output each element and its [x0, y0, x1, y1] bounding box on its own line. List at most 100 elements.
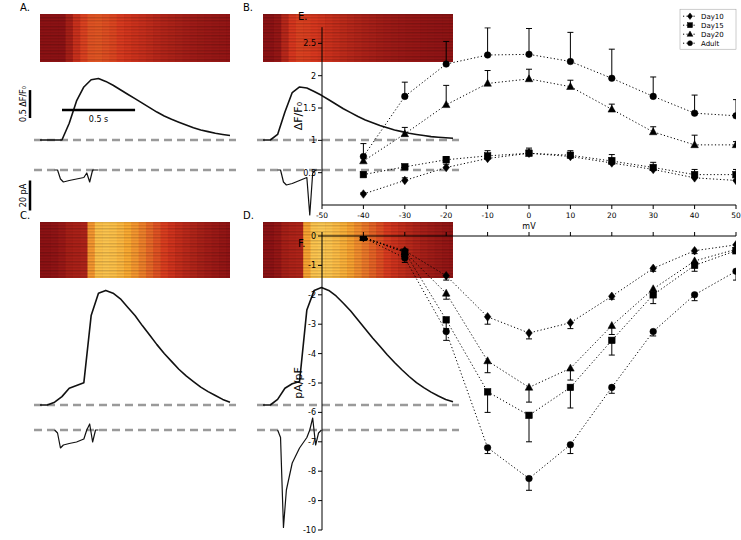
- x-tick-label: 10: [566, 211, 576, 220]
- error-bar: [567, 32, 573, 61]
- marker: [609, 384, 616, 391]
- legend-marker: [688, 41, 693, 46]
- baseline: [34, 404, 236, 407]
- marker: [567, 441, 574, 448]
- current-trace: [55, 424, 99, 448]
- series-line: [363, 153, 736, 174]
- y-tick-label: 2: [311, 72, 316, 81]
- marker: [691, 110, 698, 117]
- error-bar: [485, 28, 491, 55]
- image-texture: [40, 267, 230, 269]
- marker: [484, 153, 491, 160]
- image-texture: [263, 261, 453, 263]
- marker: [649, 285, 657, 292]
- marker: [526, 150, 533, 157]
- image-texture: [40, 234, 230, 236]
- marker: [691, 141, 699, 148]
- y-tick-label: 0: [311, 232, 316, 241]
- marker: [567, 152, 574, 159]
- image-texture: [40, 56, 230, 58]
- marker: [567, 58, 574, 65]
- y-tick: [318, 236, 322, 237]
- image-texture: [40, 44, 230, 46]
- panel-label: F.: [298, 238, 305, 249]
- x-tick: [653, 232, 654, 236]
- marker: [443, 61, 450, 68]
- marker: [402, 246, 409, 255]
- y-tick-label: -5: [308, 379, 316, 388]
- legend: Day10Day15Day20Adult: [680, 9, 736, 49]
- image-texture: [263, 14, 453, 16]
- series-line: [363, 54, 736, 156]
- marker: [484, 52, 491, 59]
- image-texture: [263, 222, 453, 224]
- image-texture: [40, 29, 230, 31]
- series-line: [363, 237, 736, 415]
- image-texture: [40, 20, 230, 22]
- baseline: [257, 139, 459, 142]
- trace-group: [40, 290, 230, 405]
- current-group: [278, 418, 322, 528]
- image-texture: [263, 252, 453, 254]
- marker: [442, 289, 450, 296]
- marker: [360, 236, 368, 240]
- image-texture: [40, 50, 230, 52]
- x-tick-label: -50: [316, 211, 328, 220]
- y-tick: [318, 140, 322, 141]
- legend-marker: [688, 13, 693, 20]
- x-tick: [694, 232, 695, 236]
- image-texture: [40, 276, 230, 278]
- x-tick-label: -20: [440, 211, 452, 220]
- x-tick: [487, 232, 488, 236]
- y-tick-label: -4: [308, 350, 316, 359]
- image-texture: [40, 35, 230, 37]
- x-tick-label: -40: [357, 211, 369, 220]
- x-tick: [653, 205, 654, 209]
- y-tick-label: -2: [308, 291, 316, 300]
- current-baseline: [34, 169, 236, 172]
- image-texture: [40, 261, 230, 263]
- marker: [733, 112, 736, 119]
- marker: [402, 176, 409, 185]
- image-texture: [263, 35, 453, 37]
- x-tick: [570, 232, 571, 236]
- image-texture: [263, 276, 453, 278]
- marker: [443, 156, 450, 163]
- line-scan-image: [40, 14, 230, 62]
- marker: [360, 171, 367, 178]
- scale-bar-label: 0.5 ΔF/F₀: [19, 86, 28, 122]
- y-tick: [318, 43, 322, 44]
- series-line: [363, 237, 736, 478]
- image-texture: [263, 29, 453, 31]
- legend-box: [680, 9, 736, 49]
- y-tick-label: 1.5: [303, 104, 316, 113]
- image-texture: [263, 264, 453, 266]
- y-axis-label: pA/pF: [292, 367, 305, 399]
- marker: [608, 322, 616, 329]
- image-background: [40, 14, 230, 62]
- scale-bar-label: 0.5 s: [89, 115, 108, 124]
- marker: [526, 149, 533, 158]
- marker: [402, 249, 409, 256]
- y-tick-label: 0.5: [303, 169, 316, 178]
- series-line: [363, 237, 736, 333]
- marker: [443, 316, 450, 323]
- marker: [649, 128, 657, 135]
- image-texture: [40, 32, 230, 34]
- figure: A.0.5 ΔF/F₀0.5 s20 pAB.C.D.E.0.511.522.5…: [0, 0, 741, 540]
- y-tick-label: 2.5: [303, 39, 316, 48]
- image-texture: [40, 225, 230, 227]
- legend-label: Day10: [701, 13, 724, 21]
- marker: [442, 101, 450, 108]
- x-axis-label: mV: [522, 222, 536, 231]
- y-tick: [318, 265, 322, 266]
- image-texture: [40, 59, 230, 61]
- x-tick: [322, 205, 323, 209]
- x-tick: [446, 232, 447, 236]
- image-texture: [40, 255, 230, 257]
- image-texture: [40, 258, 230, 260]
- x-tick-label: 0: [527, 211, 532, 220]
- baseline: [34, 139, 236, 142]
- trace-group: [40, 79, 230, 140]
- image-texture: [263, 38, 453, 40]
